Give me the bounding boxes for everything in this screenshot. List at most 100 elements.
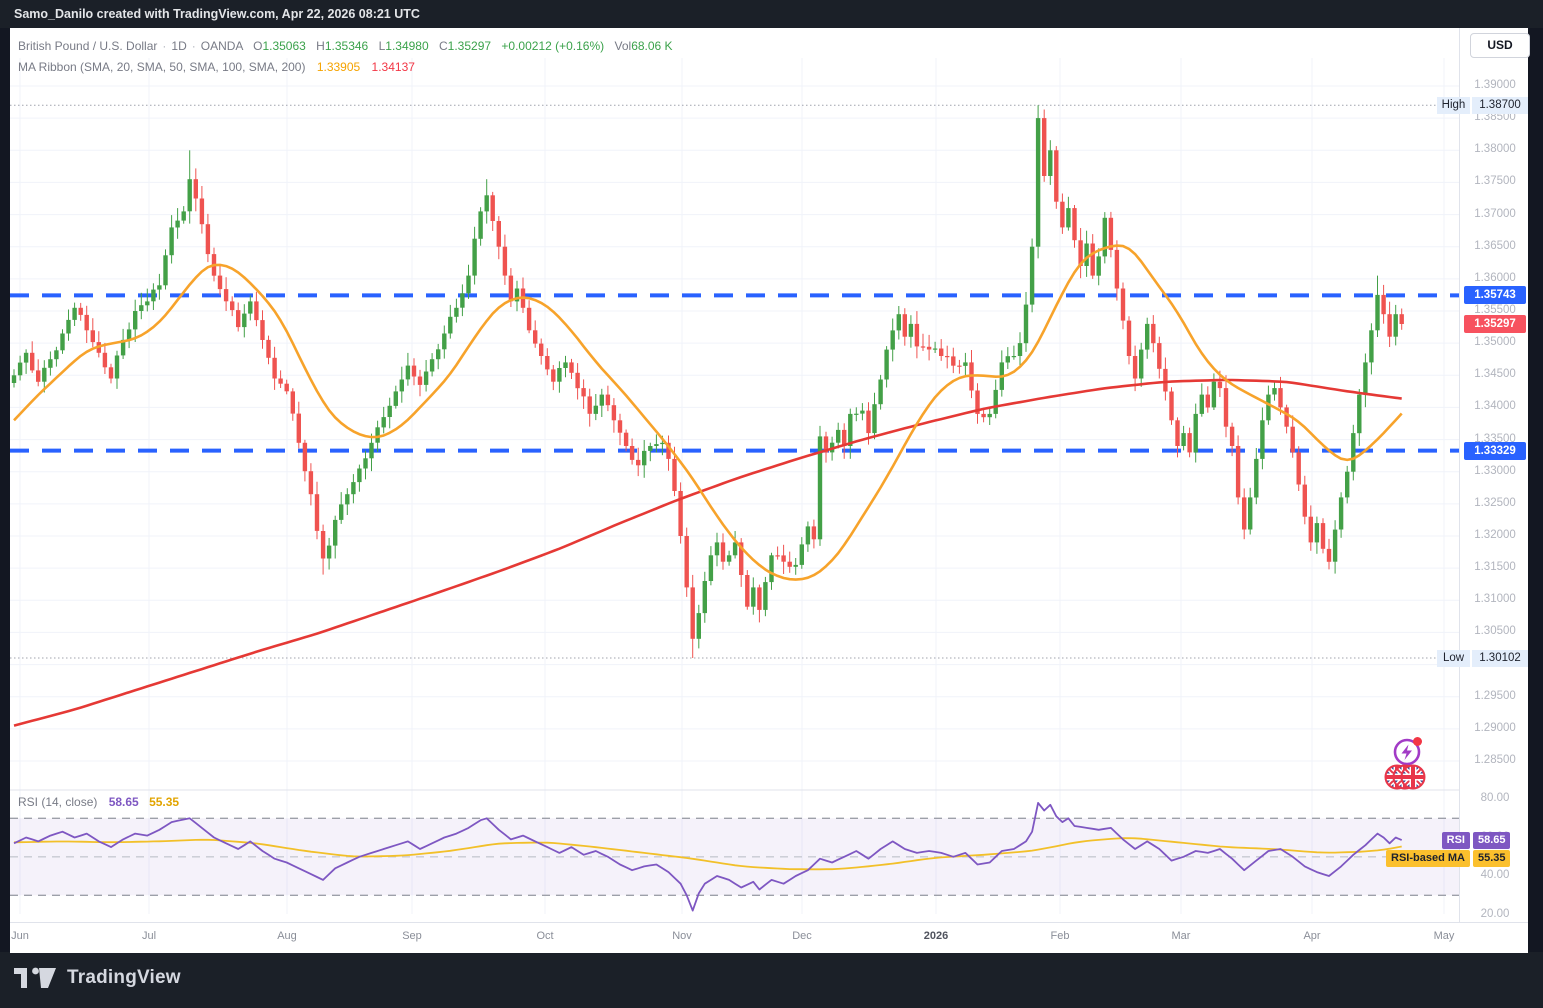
time-axis-label: Jun	[11, 930, 29, 942]
high-price-marker: High 1.38700	[1437, 96, 1528, 114]
rsi-ma-badge-label: RSI-based MA	[1386, 849, 1470, 867]
chart-pane[interactable]: British Pound / U.S. Dollar · 1D · OANDA O1.…	[10, 28, 1530, 953]
high-key: H	[316, 39, 325, 53]
low-marker-label: Low	[1437, 649, 1470, 667]
support-resistance-levels	[10, 293, 1459, 453]
rsi-badge-label: RSI	[1441, 831, 1470, 849]
tradingview-logo-icon	[14, 967, 56, 988]
time-axis-label: May	[1433, 930, 1455, 942]
time-axis[interactable]: Jun Jul Aug Sep Oct Nov Dec 2026 Feb Mar Apr May	[10, 922, 1528, 953]
open-key: O	[253, 39, 263, 53]
low-key: L	[378, 39, 386, 53]
price-tick-label: 1.34500	[1474, 368, 1516, 381]
price-tick-label: 1.38500	[1474, 111, 1516, 124]
attribution-text: Samo_Danilo created with TradingView.com…	[14, 7, 420, 21]
time-axis-label: Oct	[536, 930, 554, 942]
last-price-badge: 1.35297	[1464, 315, 1526, 333]
rsi-badge-value: 58.65	[1473, 831, 1510, 849]
ma-ribbon-value-fast: 1.33905	[316, 60, 361, 74]
close-key: C	[439, 39, 448, 53]
currency-usd-button[interactable]: USD	[1470, 33, 1530, 58]
volume: Vol68.06 K	[615, 39, 673, 53]
price-tick-label: 1.33500	[1474, 432, 1516, 445]
price-tick-label: 1.32000	[1474, 528, 1516, 541]
time-axis-label: 2026	[923, 930, 949, 942]
rsi-tick-label: 80.00	[1480, 792, 1510, 804]
rsi-tick-label: 20.00	[1480, 907, 1510, 920]
rsi-ma-badge-row: RSI-based MA 55.35	[1383, 849, 1510, 867]
corner-icons	[1384, 732, 1436, 794]
interval-label[interactable]: 1D	[171, 39, 187, 53]
price-tick-label: 1.38000	[1474, 143, 1516, 156]
high-low-dotted-lines	[10, 104, 1447, 659]
price-tick-label: 1.31000	[1474, 593, 1516, 606]
low-value: 1.34980	[385, 39, 429, 53]
footer-bar: TradingView	[0, 952, 1543, 1008]
price-tick-label: 1.34000	[1474, 400, 1516, 413]
rsi-ma-badge-value: 55.35	[1473, 849, 1510, 867]
price-axis[interactable]: 1.39000 1.38500 1.38000 1.37500 1.37000 1.365…	[1462, 28, 1528, 922]
price-tick-label: 1.29000	[1474, 721, 1516, 734]
rsi-line	[13, 802, 1403, 912]
separator-dot: ·	[162, 39, 167, 53]
time-axis-label: Sep	[402, 930, 422, 942]
chart-canvas[interactable]	[10, 28, 1459, 922]
rsi-legend-value: 58.65	[108, 795, 139, 809]
sma-20-line	[13, 244, 1403, 581]
symbol-legend: British Pound / U.S. Dollar · 1D · OANDA O1.…	[18, 36, 673, 78]
gbp-flags-icon[interactable]	[1384, 764, 1426, 790]
change-value: +0.00212 (+0.16%)	[501, 39, 605, 53]
price-tick-label: 1.36000	[1474, 271, 1516, 284]
rsi-ma-line	[13, 837, 1402, 871]
rsi-legend-title[interactable]: RSI (14, close)	[18, 795, 98, 809]
high-marker-label: High	[1437, 96, 1470, 114]
price-tick-label: 1.39000	[1474, 79, 1516, 91]
flash-idea-icon[interactable]	[1393, 737, 1422, 766]
time-axis-label: Apr	[1303, 930, 1321, 942]
rsi-legend: RSI (14, close) 58.65 55.35	[18, 795, 179, 809]
ma-ribbon-value-slow: 1.34137	[371, 60, 415, 74]
tradingview-logo[interactable]: TradingView	[14, 963, 181, 993]
symbol-title[interactable]: British Pound / U.S. Dollar	[18, 39, 158, 53]
rsi-ma-legend-value: 55.35	[149, 795, 180, 809]
time-axis-label: Dec	[792, 930, 812, 942]
high-marker-value: 1.38700	[1472, 96, 1528, 114]
price-tick-label: 1.30500	[1474, 625, 1516, 638]
volume-value: 68.06 K	[631, 39, 673, 53]
ohlc-open: O1.35063	[253, 39, 306, 53]
price-tick-label: 1.32500	[1474, 496, 1516, 509]
price-axis-separator	[1459, 28, 1460, 952]
price-tick-label: 1.37000	[1474, 207, 1516, 220]
ohlc-low: L1.34980	[379, 39, 429, 53]
ma-ribbon-label[interactable]: MA Ribbon (SMA, 20, SMA, 50, SMA, 100, S…	[18, 60, 306, 74]
open-value: 1.35063	[262, 39, 306, 53]
ohlc-close: C1.35297	[439, 39, 491, 53]
time-axis-label: Aug	[277, 930, 297, 942]
price-tick-label: 1.29500	[1474, 689, 1516, 702]
price-tick-label: 1.36500	[1474, 239, 1516, 252]
price-tick-label: 1.33000	[1474, 464, 1516, 477]
close-value: 1.35297	[447, 39, 492, 53]
low-marker-value: 1.30102	[1472, 649, 1528, 667]
time-axis-label: Nov	[672, 930, 692, 942]
price-tick-label: 1.28500	[1474, 753, 1516, 766]
low-price-marker: Low 1.30102	[1437, 649, 1528, 667]
symbol-row: British Pound / U.S. Dollar · 1D · OANDA O1.…	[18, 36, 673, 57]
time-axis-label: Feb	[1050, 930, 1070, 942]
ohlc-high: H1.35346	[316, 39, 368, 53]
exchange-label[interactable]: OANDA	[200, 39, 243, 53]
time-axis-label: Mar	[1171, 930, 1191, 942]
rsi-tick-label: 40.00	[1480, 869, 1510, 881]
price-tick-label: 1.37500	[1474, 175, 1516, 188]
level-1-price-badge: 1.35743	[1464, 286, 1526, 305]
grid-lines	[10, 58, 1459, 914]
indicator-row: MA Ribbon (SMA, 20, SMA, 50, SMA, 100, S…	[18, 57, 673, 78]
sma-200-line	[13, 378, 1402, 727]
volume-key: Vol	[614, 39, 632, 53]
price-tick-label: 1.35000	[1474, 336, 1516, 349]
level-2-price-badge: 1.33329	[1464, 441, 1526, 460]
time-axis-label: Jul	[141, 930, 157, 942]
separator-dot: ·	[191, 39, 196, 53]
candlestick-series	[11, 105, 1404, 658]
